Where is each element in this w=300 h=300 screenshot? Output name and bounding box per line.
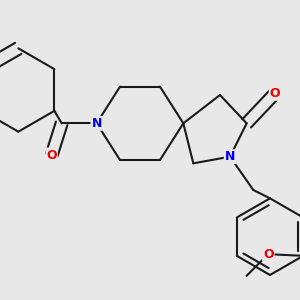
Text: O: O: [46, 148, 57, 161]
Text: O: O: [263, 248, 274, 261]
Text: N: N: [92, 117, 102, 130]
Text: N: N: [225, 150, 235, 163]
Text: O: O: [270, 87, 280, 100]
